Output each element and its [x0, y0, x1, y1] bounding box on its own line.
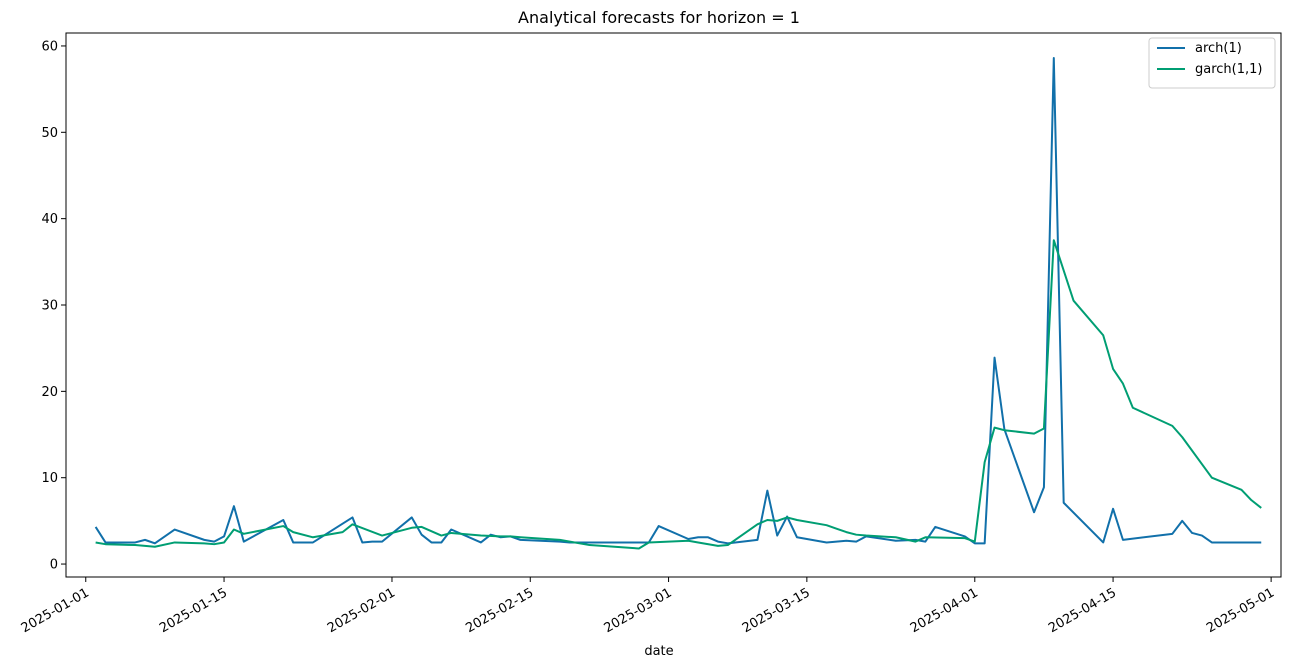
- y-tick-label: 50: [41, 126, 58, 141]
- x-tick-label: 2025-03-01: [602, 585, 675, 636]
- x-tick-label: 2025-05-01: [1204, 585, 1277, 636]
- y-tick-label: 20: [41, 385, 58, 400]
- chart-title: Analytical forecasts for horizon = 1: [518, 8, 800, 27]
- y-tick-label: 10: [41, 471, 58, 486]
- y-axis: 0 10 20 30 40 50 60: [41, 39, 66, 573]
- series-line-0: [94, 57, 1262, 545]
- y-tick-label: 40: [41, 212, 58, 227]
- y-tick-label: 60: [41, 39, 58, 54]
- legend-label-0: arch(1): [1195, 41, 1242, 56]
- series-layer: [94, 57, 1262, 550]
- x-tick-label: 2025-02-15: [463, 585, 536, 636]
- x-tick-label: 2025-03-15: [740, 585, 813, 636]
- legend-label-1: garch(1,1): [1195, 62, 1262, 77]
- x-tick-label: 2025-01-15: [157, 585, 230, 636]
- y-tick-label: 0: [50, 558, 58, 573]
- series-line-1: [95, 239, 1262, 550]
- plot-frame: [65, 32, 1282, 578]
- legend-box: [1148, 37, 1276, 89]
- x-tick-label: 2025-02-01: [325, 585, 398, 636]
- x-tick-label: 2025-04-01: [908, 585, 981, 636]
- x-tick-label: 2025-04-15: [1046, 585, 1119, 636]
- y-tick-label: 30: [41, 299, 58, 314]
- x-axis: 2025-01-01 2025-01-15 2025-02-01 2025-02-15…: [19, 577, 1277, 636]
- x-tick-label: 2025-01-01: [19, 585, 92, 636]
- x-axis-label: date: [644, 644, 673, 659]
- legend: arch(1) garch(1,1): [1148, 37, 1276, 89]
